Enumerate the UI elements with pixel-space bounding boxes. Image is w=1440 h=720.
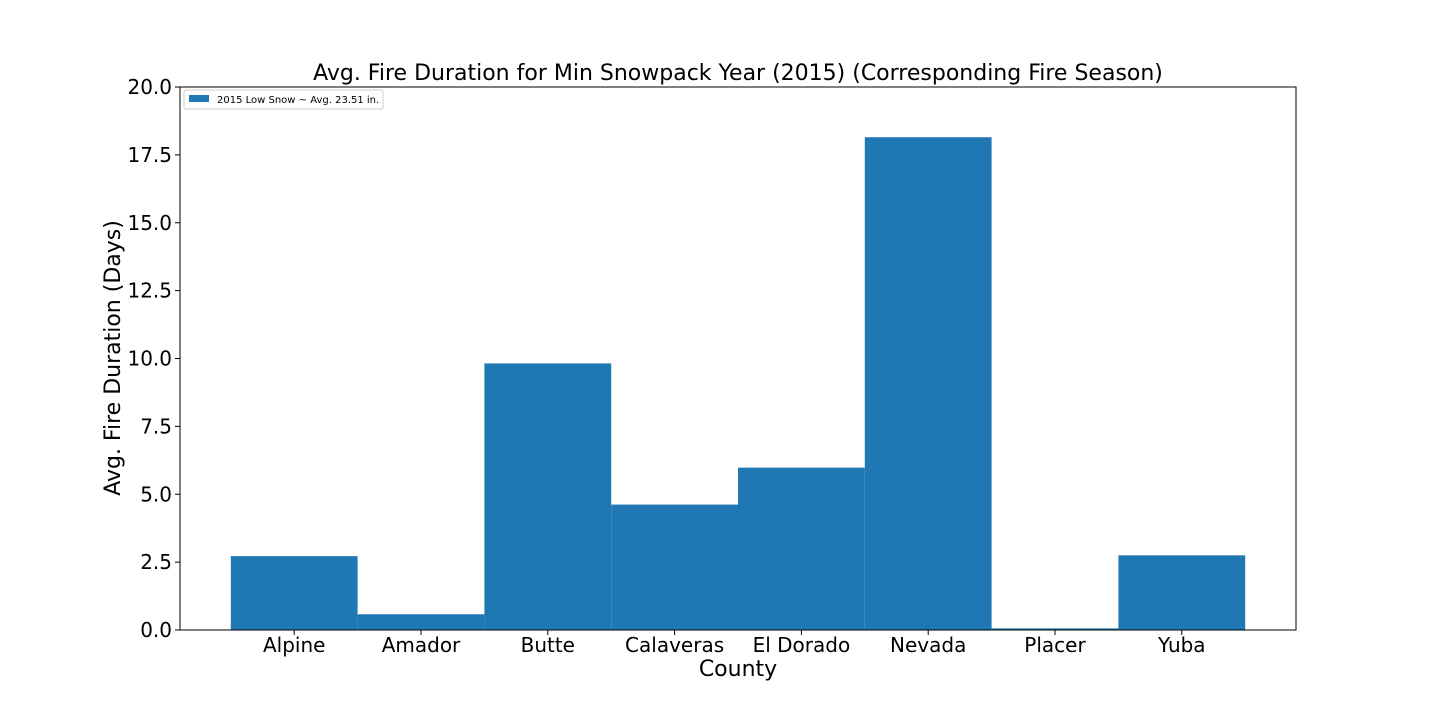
y-axis-title: Avg. Fire Duration (Days) [101, 220, 126, 496]
x-tick-label: Amador [382, 633, 461, 657]
x-axis: Alpine Amador Butte Calaveras El Dorado Nevad… [263, 630, 1206, 657]
y-tick-label: 0.0 [140, 618, 172, 642]
y-tick-label: 15.0 [127, 211, 172, 235]
x-tick-label: Alpine [263, 633, 325, 657]
legend-swatch [189, 95, 209, 102]
bar-calaveras [611, 504, 738, 630]
x-tick-label: Yuba [1157, 633, 1206, 657]
x-tick-label: Calaveras [625, 633, 724, 657]
y-tick-label: 12.5 [127, 279, 172, 303]
bar-butte [484, 363, 612, 630]
bar-amador [357, 614, 485, 630]
x-axis-title: County [699, 657, 777, 682]
x-tick-label: Placer [1024, 633, 1086, 657]
legend: 2015 Low Snow ~ Avg. 23.51 in. [183, 89, 384, 110]
legend-box [183, 89, 384, 110]
bar-alpine [230, 556, 358, 630]
y-tick-label: 5.0 [140, 482, 172, 506]
y-tick-label: 2.5 [140, 550, 172, 574]
y-tick-label: 7.5 [140, 414, 172, 438]
bars-group [230, 137, 1246, 631]
bar-yuba [1118, 555, 1246, 630]
y-tick-label: 17.5 [127, 143, 172, 167]
bar-nevada [864, 137, 992, 631]
legend-label: 2015 Low Snow ~ Avg. 23.51 in. [217, 95, 379, 106]
y-tick-label: 10.0 [127, 347, 172, 371]
y-axis: 0.0 2.5 5.0 7.5 10.0 12.5 15.0 17.5 20.0 [127, 75, 180, 642]
y-tick-label: 20.0 [127, 75, 172, 99]
bar-el-dorado [738, 467, 865, 630]
bar-placer [991, 628, 1119, 630]
x-tick-label: El Dorado [753, 633, 851, 657]
chart-title: Avg. Fire Duration for Min Snowpack Year… [313, 61, 1163, 86]
x-tick-label: Butte [521, 633, 575, 657]
x-tick-label: Nevada [890, 633, 966, 657]
